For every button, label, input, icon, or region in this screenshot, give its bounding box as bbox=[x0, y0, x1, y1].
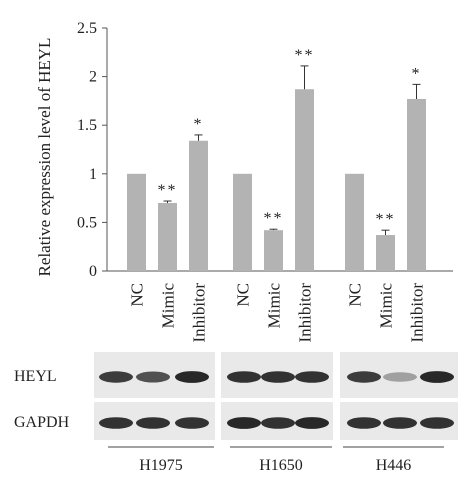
western-blot: HEYL GAPDH H1975 H1650 H446 bbox=[14, 352, 458, 474]
significance-marker: * bbox=[194, 116, 204, 133]
bar-H1975-NC bbox=[127, 173, 146, 271]
blot-band bbox=[99, 417, 133, 429]
significance-marker: ** bbox=[158, 182, 178, 199]
x-tick-label: NC bbox=[346, 283, 365, 307]
y-axis-label: Relative expression level of HEYL bbox=[35, 38, 54, 277]
bar-H446-Mimic bbox=[376, 235, 395, 271]
blot-band bbox=[295, 371, 329, 383]
blot-band bbox=[227, 417, 261, 429]
x-tick-label: Mimic bbox=[265, 283, 284, 329]
cell-line-label: H1975 bbox=[139, 457, 183, 474]
x-tick-labels: NC Mimic Inhibitor NC Mimic Inhibitor NC Mimic I… bbox=[128, 283, 427, 343]
blot-band bbox=[261, 417, 295, 429]
x-tick-label: Mimic bbox=[377, 283, 396, 329]
blot-band bbox=[99, 371, 133, 383]
y-tick-label: 0.5 bbox=[77, 214, 97, 231]
bar-H1650-Mimic bbox=[264, 230, 283, 271]
x-tick-label: Mimic bbox=[159, 283, 178, 329]
x-tick-label: NC bbox=[128, 283, 147, 307]
bar-H446-NC bbox=[345, 173, 364, 271]
blot-band bbox=[295, 417, 329, 429]
significance-marker: ** bbox=[295, 47, 315, 64]
significance-marker: * bbox=[412, 65, 422, 82]
y-tick-label: 1.5 bbox=[77, 117, 97, 134]
blot-band bbox=[136, 371, 170, 383]
blot-band bbox=[227, 371, 261, 383]
blot-band bbox=[175, 417, 209, 429]
y-tick-label: 1 bbox=[89, 166, 97, 183]
blot-band bbox=[420, 417, 454, 429]
blot-band bbox=[420, 371, 454, 383]
bar-H1650-Inhibitor bbox=[295, 89, 314, 272]
y-tick-label: 2 bbox=[89, 69, 97, 86]
blot-band bbox=[136, 417, 170, 429]
blot-band bbox=[383, 372, 417, 382]
x-tick-label: Inhibitor bbox=[408, 283, 427, 343]
bar-H446-Inhibitor bbox=[407, 98, 426, 272]
bars: ********** bbox=[127, 47, 426, 272]
bar-H1975-Inhibitor bbox=[189, 140, 208, 271]
cell-line-label: H446 bbox=[376, 457, 412, 474]
blot-band bbox=[383, 417, 417, 429]
y-tick-label: 0 bbox=[89, 263, 97, 280]
blot-band bbox=[261, 371, 295, 383]
bar-H1975-Mimic bbox=[158, 202, 177, 271]
cell-line-label: H1650 bbox=[259, 457, 303, 474]
x-tick-label: NC bbox=[234, 283, 253, 307]
x-tick-label: Inhibitor bbox=[296, 283, 315, 343]
blot-band bbox=[347, 371, 381, 383]
blot-band bbox=[175, 371, 209, 383]
bar-H1650-NC bbox=[233, 173, 252, 271]
blot-row-label: GAPDH bbox=[14, 414, 70, 431]
significance-marker: ** bbox=[376, 211, 396, 228]
blot-band bbox=[347, 417, 381, 429]
x-tick-label: Inhibitor bbox=[190, 283, 209, 343]
y-tick-label: 2.5 bbox=[77, 20, 97, 37]
blot-row-label: HEYL bbox=[14, 368, 57, 385]
significance-marker: ** bbox=[264, 210, 284, 227]
